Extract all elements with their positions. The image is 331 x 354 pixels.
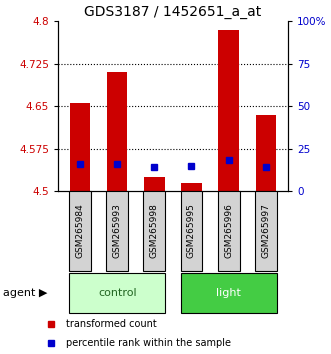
Bar (107, 72, 127, 191)
Text: control: control (98, 288, 137, 298)
Text: GSM265997: GSM265997 (261, 204, 270, 258)
Bar (218, 30, 239, 191)
Bar (180, 273, 277, 313)
Text: GSM265993: GSM265993 (113, 204, 122, 258)
Text: transformed count: transformed count (66, 319, 157, 329)
Bar (180, 191, 203, 271)
Text: GSM265998: GSM265998 (150, 204, 159, 258)
Text: GSM265995: GSM265995 (187, 204, 196, 258)
Bar (255, 191, 277, 271)
Bar (106, 191, 128, 271)
Bar (144, 177, 165, 191)
Bar (70, 103, 90, 191)
Text: agent ▶: agent ▶ (3, 288, 48, 298)
Title: GDS3187 / 1452651_a_at: GDS3187 / 1452651_a_at (84, 5, 261, 19)
Text: light: light (216, 288, 241, 298)
Bar (143, 191, 166, 271)
Text: GSM265984: GSM265984 (76, 204, 85, 258)
Bar (69, 273, 166, 313)
Bar (256, 115, 276, 191)
Text: percentile rank within the sample: percentile rank within the sample (66, 338, 231, 348)
Bar (69, 191, 91, 271)
Text: GSM265996: GSM265996 (224, 204, 233, 258)
Bar (181, 183, 202, 191)
Bar (218, 191, 240, 271)
